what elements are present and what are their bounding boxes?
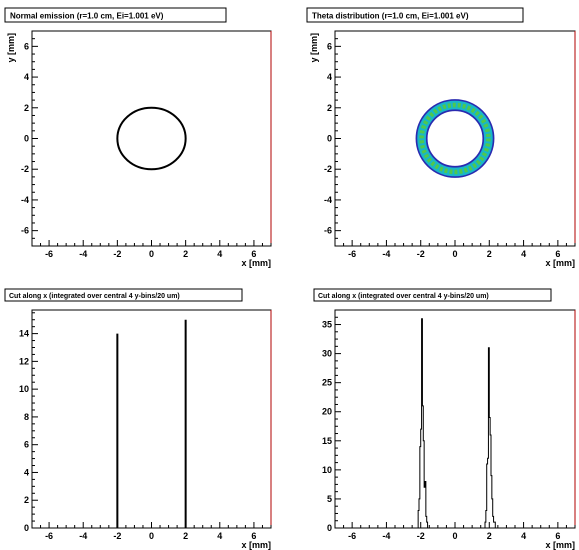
x-tick-label: -4: [382, 249, 390, 259]
y-tick-label: 6: [24, 41, 29, 51]
y-tick-label: 2: [24, 495, 29, 505]
y-tick-label: 25: [322, 378, 332, 388]
y-tick-label: 30: [322, 349, 332, 359]
x-tick-label: 0: [452, 531, 457, 541]
y-tick-label: 4: [24, 467, 29, 477]
panel-4: -6 -4 -2 0 2 4 6x [mm] 0 5 10 15 20 25 30 35: [322, 309, 576, 550]
x-tick-label: 2: [183, 249, 188, 259]
y-tick-label: 5: [327, 494, 332, 504]
y-tick-label: -6: [21, 226, 29, 236]
histogram-line: [414, 318, 496, 529]
y-axis-title: y [mm]: [6, 33, 16, 63]
y-tick-label: -4: [324, 195, 332, 205]
y-tick-label: 0: [24, 523, 29, 533]
y-tick-label: 6: [327, 41, 332, 51]
y-axis-title: y [mm]: [309, 33, 319, 63]
x-axis-title: x [mm]: [545, 540, 575, 550]
x-tick-label: 4: [521, 531, 526, 541]
plot-frame: [334, 30, 576, 247]
y-tick-label: 14: [19, 329, 29, 339]
y-tick-label: 0: [24, 134, 29, 144]
x-tick-label: -4: [79, 249, 87, 259]
x-axis-title: x [mm]: [241, 540, 271, 550]
theta-ring-core: [419, 102, 491, 175]
x-tick-label: 6: [251, 531, 256, 541]
x-tick-label: 4: [521, 249, 526, 259]
panel-3-title: Cut along x (integrated over central 4 y…: [4, 288, 243, 302]
panel-3-title-text: Cut along x (integrated over central 4 y…: [9, 293, 180, 300]
x-tick-label: -2: [417, 531, 425, 541]
emission-ring: [116, 106, 187, 171]
y-tick-label: 0: [327, 523, 332, 533]
x-tick-label: 2: [183, 531, 188, 541]
panel-1-title: Normal emission (r=1.0 cm, Ei=1.001 eV): [4, 7, 227, 23]
x-tick-label: -2: [113, 531, 121, 541]
x-tick-label: -4: [382, 531, 390, 541]
y-tick-label: 4: [327, 72, 332, 82]
x-tick-label: 6: [555, 531, 560, 541]
y-tick-label: 20: [322, 407, 332, 417]
y-tick-label: 2: [327, 103, 332, 113]
panel-4-title: Cut along x (integrated over central 4 y…: [313, 288, 552, 302]
y-tick-label: 10: [19, 384, 29, 394]
y-tick-label: 0: [327, 134, 332, 144]
y-tick-label: 2: [24, 103, 29, 113]
panel-4-title-text: Cut along x (integrated over central 4 y…: [318, 293, 489, 300]
y-tick-label: -2: [324, 164, 332, 174]
x-tick-label: 0: [452, 249, 457, 259]
x-tick-label: 0: [149, 249, 154, 259]
panel-2-title-text: Theta distribution (r=1.0 cm, Ei=1.001 e…: [312, 12, 469, 21]
x-tick-label: -6: [45, 249, 53, 259]
x-tick-label: -6: [348, 531, 356, 541]
x-tick-label: 4: [217, 531, 222, 541]
y-tick-label: -6: [324, 226, 332, 236]
plot-frame: [334, 309, 576, 529]
x-tick-label: -6: [45, 531, 53, 541]
x-tick-label: 4: [217, 249, 222, 259]
panel-1-title-text: Normal emission (r=1.0 cm, Ei=1.001 eV): [10, 12, 164, 21]
y-tick-label: 15: [322, 436, 332, 446]
plot-frame: [31, 30, 272, 247]
y-tick-label: 4: [24, 72, 29, 82]
y-tick-label: 35: [322, 320, 332, 330]
y-tick-label: -4: [21, 195, 29, 205]
y-tick-label: 8: [24, 412, 29, 422]
x-tick-label: 2: [487, 531, 492, 541]
x-tick-label: -2: [113, 249, 121, 259]
x-axis-title: x [mm]: [545, 258, 575, 268]
plot-frame: [31, 309, 272, 529]
x-axis-title: x [mm]: [241, 258, 271, 268]
panel-2-title: Theta distribution (r=1.0 cm, Ei=1.001 e…: [306, 7, 524, 23]
y-tick-label: 6: [24, 440, 29, 450]
x-tick-label: 6: [251, 249, 256, 259]
y-tick-label: 12: [19, 356, 29, 366]
x-tick-label: 0: [149, 531, 154, 541]
x-tick-label: 2: [487, 249, 492, 259]
x-tick-label: -2: [417, 249, 425, 259]
x-tick-label: -6: [348, 249, 356, 259]
y-tick-label: -2: [21, 164, 29, 174]
x-tick-label: 6: [555, 249, 560, 259]
y-tick-label: 10: [322, 465, 332, 475]
x-tick-label: -4: [79, 531, 87, 541]
